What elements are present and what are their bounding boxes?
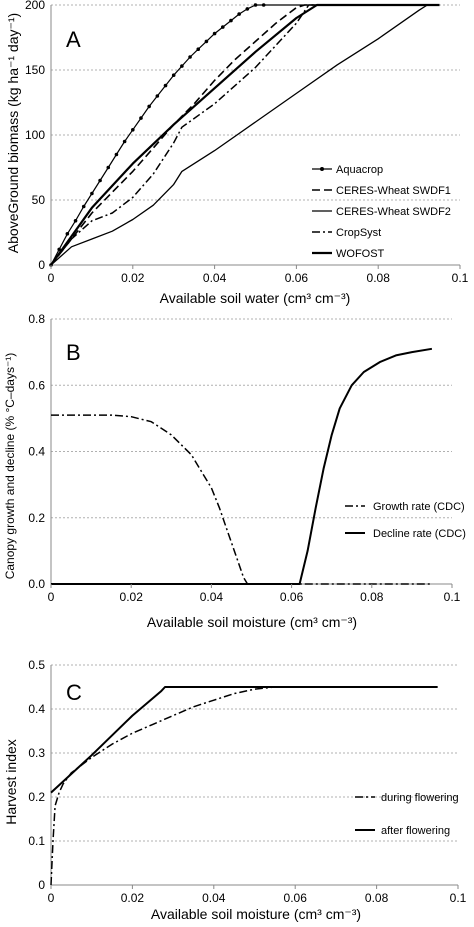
y-tick-label: 0.2	[28, 511, 45, 525]
panel-c: C 0 0.02 0.04 0.06 0.08 0.1 00.10.20.30.40.5 …	[3, 658, 467, 922]
data-point	[98, 178, 102, 183]
x-tick-label: 0	[48, 891, 55, 905]
data-point	[220, 25, 225, 29]
series-line-decline-rate-cdc	[51, 347, 433, 585]
x-tick-label: 0	[48, 271, 55, 285]
series-line-after-flowering	[50, 686, 438, 794]
x-tick-label: 0.02	[121, 891, 145, 905]
data-point	[204, 39, 209, 44]
data-point	[155, 94, 160, 98]
y-tick-label: 0	[38, 878, 45, 892]
x-axis-label-c: Available soil moisture (cm³ cm⁻³)	[151, 906, 361, 922]
x-tick-label: 0.08	[365, 891, 389, 905]
x-tick-label: 0.04	[203, 271, 227, 285]
data-point	[253, 3, 258, 7]
data-point	[106, 165, 111, 170]
y-tick-label: 0.2	[28, 790, 45, 804]
panel-b: B 0 0.02 0.04 0.06 0.08 0.1 0.0 0.2 0.4 0.6 0.8 G…	[3, 312, 466, 630]
series-line-during-flowering	[50, 686, 438, 886]
data-point	[122, 139, 127, 144]
y-tick-label: 0.8	[28, 312, 45, 326]
data-point	[90, 191, 94, 196]
legend-label-after-flowering: after flowering	[381, 825, 450, 837]
data-point	[163, 83, 168, 88]
data-point	[81, 204, 86, 209]
series-line-growth-rate-cdc	[51, 414, 432, 585]
legend-label-decline-rate-cdc: Decline rate (CDC)	[373, 528, 466, 540]
y-tick-label: 0.6	[28, 378, 45, 392]
y-axis-label-c: Harvest index	[3, 739, 19, 825]
data-point	[57, 247, 61, 252]
legend-label-ceres-wheat-swdf2: CERES-Wheat SWDF2	[336, 206, 451, 218]
y-tick-label: 0	[38, 258, 45, 272]
legend-label-growth-rate-cdc: Growth rate (CDC)	[373, 501, 465, 513]
series-line-ceres-wheat-swdf1	[50, 4, 440, 266]
y-axis-label-b: Canopy growth and decline (% °C–days⁻¹)	[3, 353, 17, 580]
y-tick-label: 0.5	[28, 658, 45, 672]
data-point	[245, 7, 250, 11]
legend-label-during-flowering: during flowering	[381, 792, 459, 804]
x-tick-label: 0.02	[121, 271, 145, 285]
x-tick-label: 0.1	[444, 590, 461, 604]
series-line-ceres-wheat-swdf2	[50, 4, 440, 266]
panel-letter-b: B	[66, 340, 81, 365]
x-tick-label: 0.08	[367, 271, 391, 285]
data-point	[171, 73, 176, 77]
data-point	[180, 64, 184, 68]
data-point	[73, 219, 78, 223]
y-tick-label: 200	[25, 0, 45, 12]
y-tick-label: 0.4	[28, 702, 45, 716]
data-point	[188, 55, 192, 59]
data-point	[147, 104, 151, 109]
y-tick-label: 150	[25, 63, 45, 77]
x-axis-label-b: Available soil moisture (cm³ cm⁻³)	[147, 614, 357, 630]
data-point	[229, 18, 233, 23]
legend-label-cropsyst: CropSyst	[336, 227, 381, 239]
data-point	[196, 47, 201, 51]
y-tick-label: 0.1	[28, 834, 45, 848]
legend-marker	[320, 167, 324, 171]
panel-letter-c: C	[66, 680, 82, 705]
legend-label-wofost: WOFOST	[336, 248, 385, 260]
x-tick-label: 0.06	[284, 891, 308, 905]
legend-label-aquacrop: Aquacrop	[336, 164, 383, 176]
x-axis-label-a: Available soil water (cm³ cm⁻³)	[160, 290, 351, 306]
x-tick-label: 0.04	[202, 891, 226, 905]
legend-label-ceres-wheat-swdf1: CERES-Wheat SWDF1	[336, 185, 451, 197]
y-axis-label-a: AboveGround biomass (kg ha⁻¹ day⁻¹)	[5, 13, 21, 253]
series-line-cropsyst	[50, 4, 440, 266]
data-point	[114, 152, 119, 157]
x-tick-label: 0.08	[360, 590, 384, 604]
data-point	[131, 128, 135, 132]
x-tick-label: 0.02	[120, 590, 144, 604]
x-tick-label: 0.1	[450, 891, 467, 905]
data-point	[139, 116, 143, 120]
y-tick-label: 0.0	[28, 577, 45, 591]
data-point	[261, 3, 266, 7]
panel-a: A 0 0.02 0.04 0.06 0.08 0.1 0 50 100 150 200 Aqua…	[5, 0, 469, 306]
y-tick-label: 0.4	[28, 445, 45, 459]
series-line-aquacrop	[50, 4, 440, 266]
data-point	[65, 232, 70, 236]
y-tick-label: 0.3	[28, 746, 45, 760]
x-tick-label: 0	[48, 590, 55, 604]
data-point	[237, 12, 241, 16]
y-tick-label: 100	[25, 128, 45, 142]
series-line-wofost	[50, 3, 440, 266]
y-tick-label: 50	[32, 193, 46, 207]
x-tick-label: 0.06	[280, 590, 304, 604]
data-point	[212, 31, 217, 36]
panel-letter-a: A	[66, 27, 81, 52]
x-tick-label: 0.06	[285, 271, 309, 285]
x-tick-label: 0.1	[452, 271, 469, 285]
x-tick-label: 0.04	[200, 590, 224, 604]
